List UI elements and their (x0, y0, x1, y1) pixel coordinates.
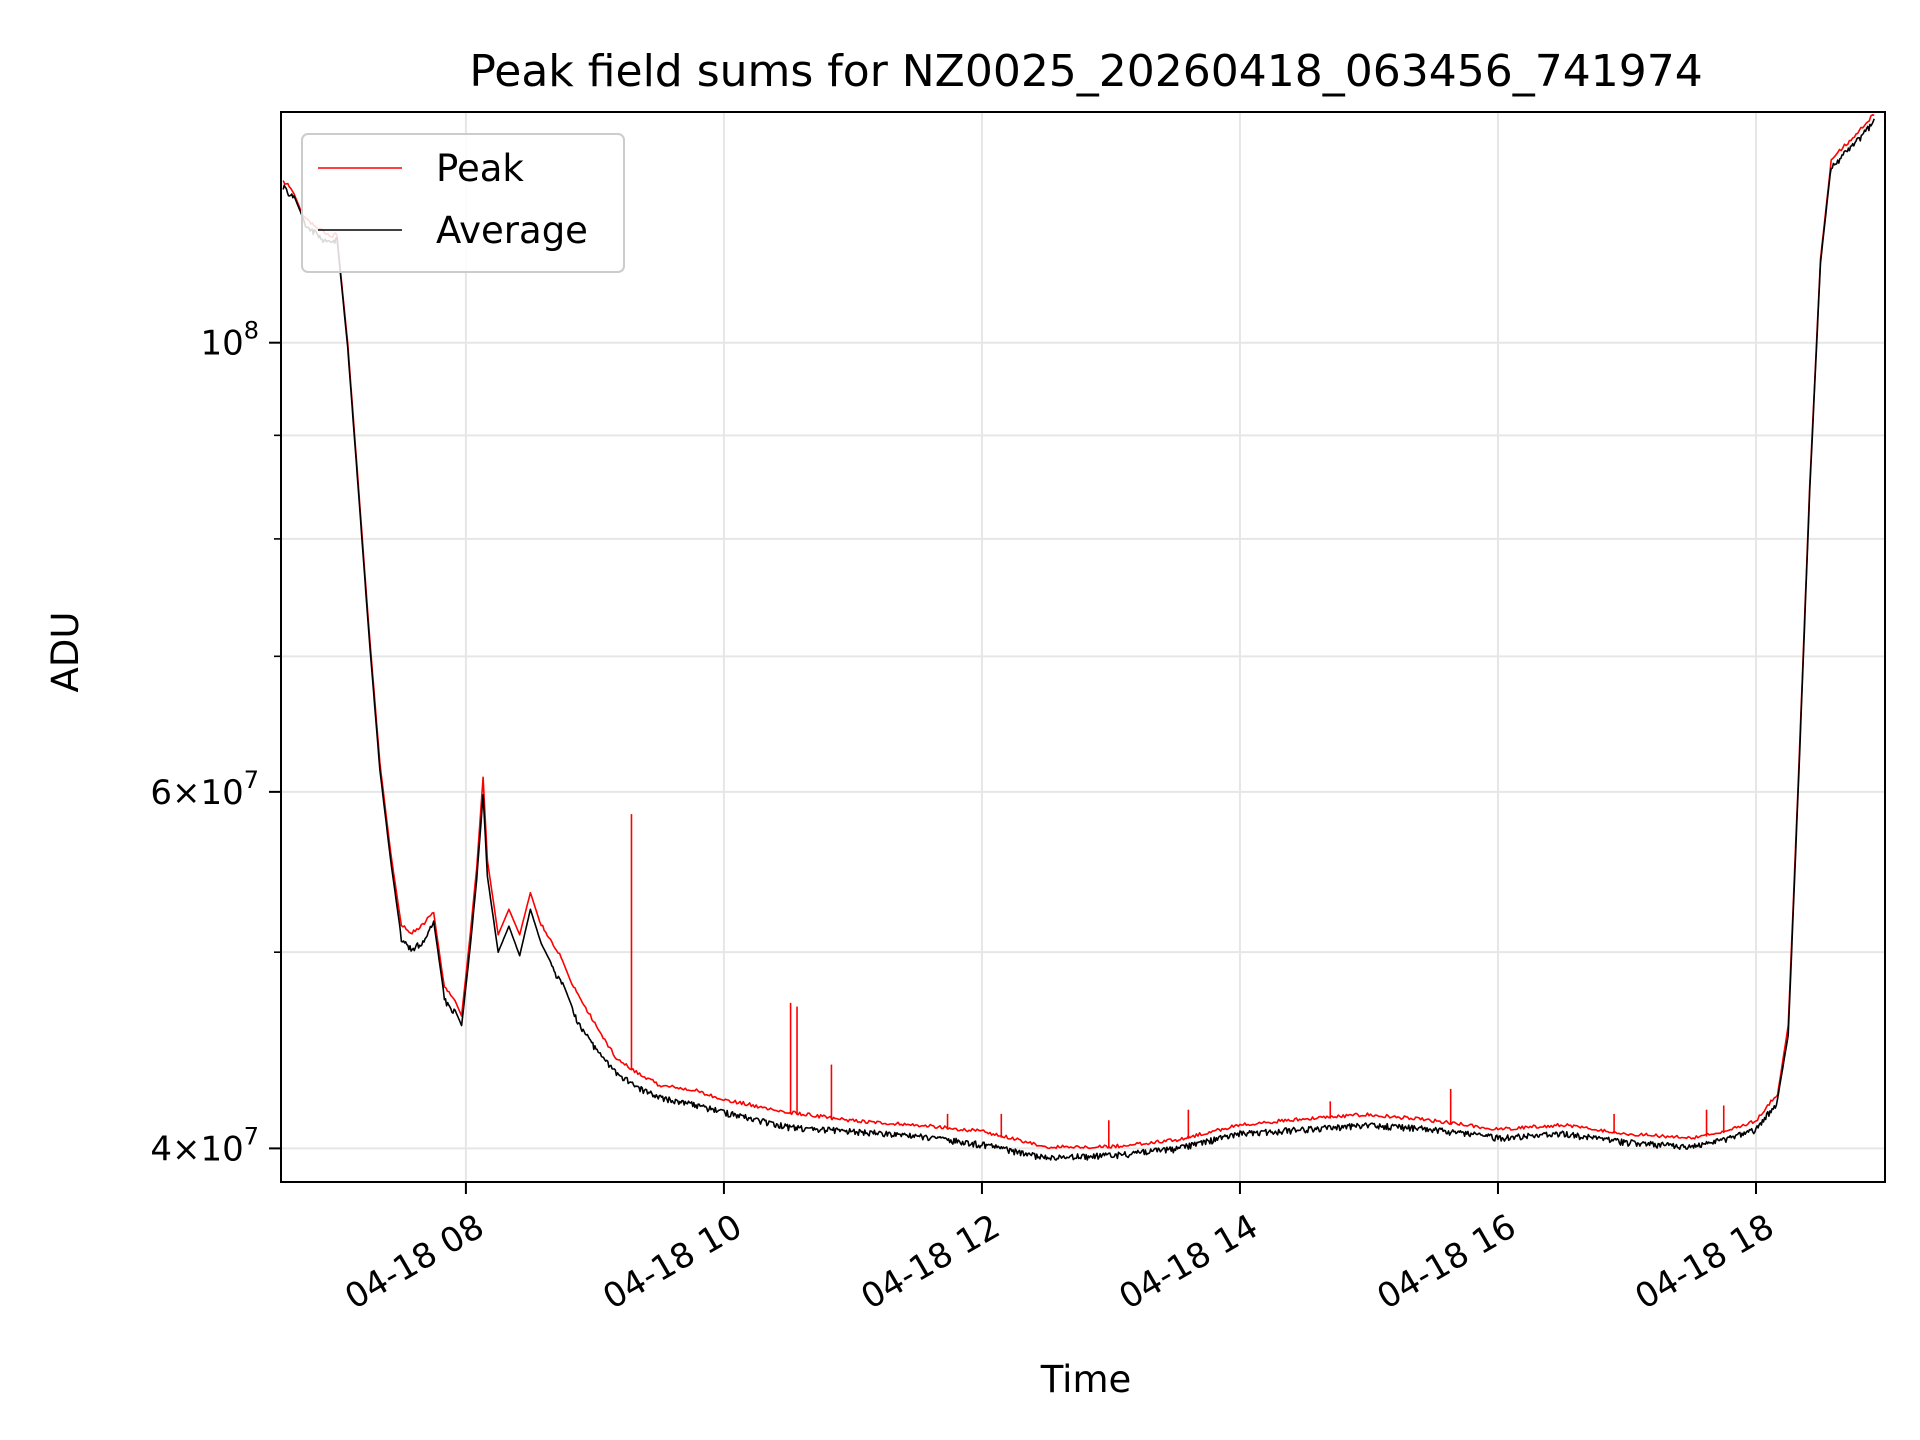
y-tick-exponent: 7 (244, 1122, 259, 1150)
legend: Peak Average (301, 133, 625, 273)
y-tick-base: 10 (200, 773, 243, 813)
plot-area (282, 114, 1875, 1161)
chart-title: Peak field sums for NZ0025_20260418_0634… (469, 46, 1702, 97)
y-tick-mantissa: 6× (150, 773, 200, 813)
y-tick-label: 4×107 (150, 1122, 259, 1169)
x-axis-label: Time (1040, 1358, 1132, 1401)
y-tick-base: 10 (200, 1129, 243, 1169)
y-tick-exponent: 7 (244, 766, 259, 794)
legend-label-average: Average (436, 209, 588, 252)
legend-label-peak: Peak (436, 147, 524, 190)
series-line-average (282, 118, 1875, 1161)
series-line-peak (282, 114, 1875, 1150)
y-tick-exponent: 8 (244, 317, 259, 345)
y-tick-mantissa: 4× (150, 1129, 200, 1169)
y-tick-label: 108 (200, 317, 259, 364)
y-axis-label: ADU (44, 612, 87, 693)
axes-frame (280, 111, 1886, 1183)
y-tick-base: 10 (200, 324, 243, 364)
grid (281, 112, 1885, 1182)
y-tick-label: 6×107 (150, 766, 259, 813)
